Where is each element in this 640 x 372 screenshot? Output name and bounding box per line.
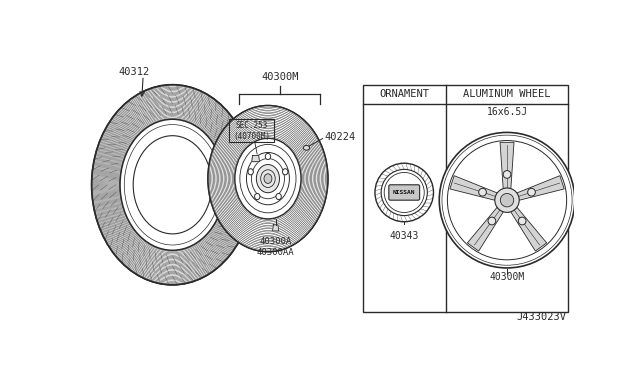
Ellipse shape xyxy=(500,193,514,207)
Ellipse shape xyxy=(92,85,253,285)
Ellipse shape xyxy=(488,217,496,225)
Polygon shape xyxy=(517,176,564,200)
Ellipse shape xyxy=(276,193,282,200)
Bar xyxy=(363,85,568,312)
Text: 40300A
40300AA: 40300A 40300AA xyxy=(257,237,294,257)
Text: 40343: 40343 xyxy=(390,231,419,241)
Ellipse shape xyxy=(282,169,288,175)
Ellipse shape xyxy=(255,193,260,200)
Polygon shape xyxy=(252,155,259,162)
Ellipse shape xyxy=(439,132,575,268)
Polygon shape xyxy=(450,176,497,200)
Ellipse shape xyxy=(527,188,536,196)
Ellipse shape xyxy=(381,169,428,216)
Ellipse shape xyxy=(495,188,519,212)
Ellipse shape xyxy=(257,164,280,193)
Ellipse shape xyxy=(265,153,271,160)
Text: NISSAN: NISSAN xyxy=(393,190,415,195)
Bar xyxy=(230,119,274,142)
Ellipse shape xyxy=(248,169,253,175)
FancyBboxPatch shape xyxy=(389,185,420,200)
Text: ALUMINUM WHEEL: ALUMINUM WHEEL xyxy=(463,89,551,99)
Text: 40300M: 40300M xyxy=(261,73,299,82)
Ellipse shape xyxy=(503,171,511,178)
Text: 40312: 40312 xyxy=(118,67,150,77)
Polygon shape xyxy=(511,207,547,251)
Polygon shape xyxy=(467,207,503,251)
Ellipse shape xyxy=(264,174,272,183)
Ellipse shape xyxy=(303,145,310,150)
Ellipse shape xyxy=(518,217,526,225)
Ellipse shape xyxy=(208,106,328,252)
Polygon shape xyxy=(273,225,279,231)
Text: 16x6.5J: 16x6.5J xyxy=(486,107,527,117)
Ellipse shape xyxy=(120,119,225,250)
Ellipse shape xyxy=(479,188,486,196)
Text: 40224: 40224 xyxy=(324,132,355,142)
Ellipse shape xyxy=(246,153,289,205)
Text: ORNAMENT: ORNAMENT xyxy=(380,89,429,99)
Ellipse shape xyxy=(375,163,433,222)
Ellipse shape xyxy=(235,138,301,219)
Text: J433023V: J433023V xyxy=(516,312,566,322)
Text: 40300M: 40300M xyxy=(490,272,525,282)
Polygon shape xyxy=(500,142,514,189)
Text: SEC.253
(40700M): SEC.253 (40700M) xyxy=(233,121,270,141)
